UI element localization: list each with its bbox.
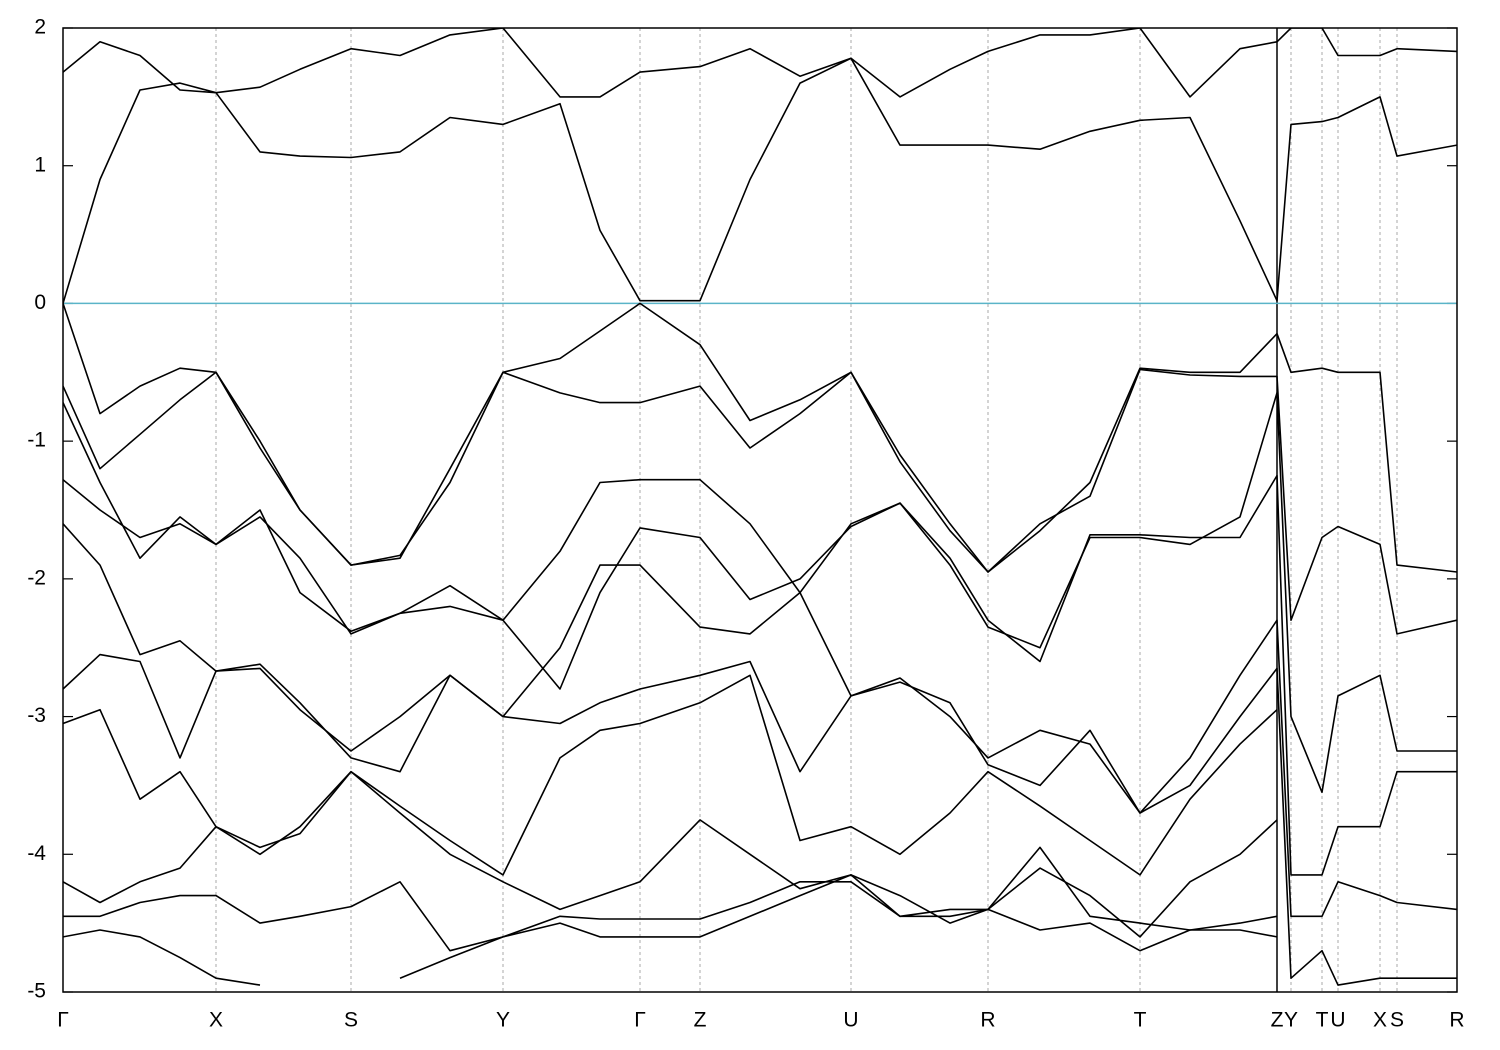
plot-frame [62, 27, 1458, 993]
x-tick-label: Y [1284, 1009, 1298, 1032]
x-tick-label: Z [694, 1009, 707, 1032]
x-tick-label: T [1134, 1009, 1147, 1032]
y-tick-label: -2 [27, 566, 46, 589]
y-tick-label: -3 [27, 704, 46, 727]
band-line [63, 523, 1457, 918]
y-tick-label: -5 [27, 980, 46, 1003]
band-line [63, 392, 1457, 794]
x-tick-label: Z [1271, 1009, 1284, 1032]
band-line [63, 846, 1278, 952]
x-tick-label: T [1316, 1009, 1329, 1032]
y-tick-label: -4 [27, 842, 46, 865]
x-tick-label: R [1449, 1009, 1464, 1032]
band-line [63, 474, 1457, 876]
x-tick-label: U [843, 1009, 858, 1032]
band-line [63, 57, 1457, 304]
x-tick-label: Y [496, 1009, 510, 1032]
x-tick-label: U [1330, 1009, 1345, 1032]
x-tick-label: Γ [634, 1009, 646, 1032]
band-line [63, 874, 1278, 986]
y-tick-label: 1 [34, 153, 46, 176]
band-line [63, 653, 1457, 986]
x-tick-label: X [1373, 1009, 1387, 1032]
band-line [63, 28, 1457, 98]
x-tick-label: S [1390, 1009, 1404, 1032]
y-tick-label: 0 [34, 291, 46, 314]
x-tick-label: Γ [57, 1009, 69, 1032]
x-tick-label: R [980, 1009, 995, 1032]
band-line [63, 770, 1278, 938]
bands [63, 28, 1457, 992]
x-tick-label: X [209, 1009, 223, 1032]
x-tick-label: S [344, 1009, 358, 1032]
y-tick-label: -1 [27, 429, 46, 452]
y-tick-label: 2 [34, 16, 46, 39]
band-line [63, 368, 1457, 635]
band-line [63, 674, 1278, 876]
band-line [63, 302, 1457, 573]
